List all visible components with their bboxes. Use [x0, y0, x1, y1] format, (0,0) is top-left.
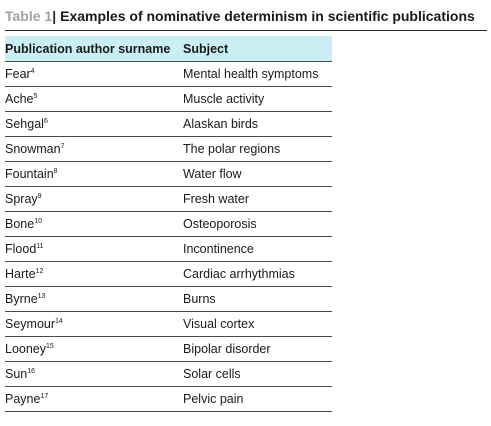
subject-cell: Pelvic pain: [175, 386, 332, 412]
subject-cell: Solar cells: [175, 361, 332, 387]
surname-text: Sun: [5, 367, 28, 381]
subject-cell: Fresh water: [175, 186, 332, 212]
surname-text: Bone: [5, 217, 35, 231]
surname-text: Fear: [5, 67, 31, 81]
nominative-determinism-table: Publication author surname Subject Fear4…: [5, 36, 332, 412]
reference-number: 17: [40, 392, 49, 400]
reference-number: 6: [43, 117, 48, 125]
reference-number: 4: [30, 67, 35, 75]
reference-number: 9: [37, 192, 42, 200]
surname-text: Payne: [5, 392, 41, 406]
table-row: Byrne13 Burns: [5, 286, 332, 312]
author-surname-cell: Byrne13: [5, 286, 175, 312]
surname-text: Sehgal: [5, 117, 44, 131]
author-surname-cell: Fear4: [5, 61, 175, 87]
reference-number: 12: [35, 267, 44, 275]
table-row: Fear4 Mental health symptoms: [5, 61, 332, 87]
subject-cell: Incontinence: [175, 236, 332, 262]
reference-number: 13: [37, 292, 46, 300]
subject-cell: Osteoporosis: [175, 211, 332, 237]
reference-number: 11: [36, 242, 44, 250]
author-surname-cell: Flood11: [5, 236, 175, 262]
surname-text: Harte: [5, 267, 36, 281]
author-surname-cell: Looney15: [5, 336, 175, 362]
surname-text: Flood: [5, 242, 37, 256]
author-surname-cell: Snowman7: [5, 136, 175, 162]
caption-separator: |: [52, 8, 57, 24]
reference-number: 14: [55, 317, 63, 325]
subject-cell: Alaskan birds: [175, 111, 332, 137]
surname-text: Looney: [5, 342, 47, 356]
author-surname-cell: Sun16: [5, 361, 175, 387]
table-row: Flood11 Incontinence: [5, 236, 332, 262]
subject-cell: Bipolar disorder: [175, 336, 332, 362]
table-row: Spray9 Fresh water: [5, 186, 332, 212]
author-surname-cell: Fountain8: [5, 161, 175, 187]
subject-cell: The polar regions: [175, 136, 332, 162]
reference-number: 16: [27, 367, 36, 375]
author-surname-cell: Payne17: [5, 386, 175, 412]
subject-cell: Mental health symptoms: [175, 61, 332, 87]
surname-text: Snowman: [5, 142, 61, 156]
author-surname-cell: Spray9: [5, 186, 175, 212]
subject-cell: Burns: [175, 286, 332, 312]
author-surname-cell: Ache5: [5, 86, 175, 112]
table-row: Snowman7 The polar regions: [5, 136, 332, 162]
surname-text: Spray: [5, 192, 38, 206]
table-row: Sehgal6 Alaskan birds: [5, 111, 332, 137]
author-surname-cell: Harte12: [5, 261, 175, 287]
table-caption: Table 1| Examples of nominative determini…: [5, 7, 487, 31]
surname-text: Seymour: [5, 317, 56, 331]
reference-number: 10: [34, 217, 42, 225]
subject-cell: Water flow: [175, 161, 332, 187]
table-row: Sun16 Solar cells: [5, 361, 332, 387]
table-number-label: Table 1: [5, 8, 53, 24]
table-row: Fountain8 Water flow: [5, 161, 332, 187]
author-surname-cell: Seymour14: [5, 311, 175, 337]
author-surname-cell: Bone10: [5, 211, 175, 237]
table-title: Examples of nominative determinism in sc…: [60, 8, 475, 24]
table-row: Bone10 Osteoporosis: [5, 211, 332, 237]
subject-cell: Visual cortex: [175, 311, 332, 337]
table-header-row: Publication author surname Subject: [5, 36, 332, 62]
table-row: Harte12 Cardiac arrhythmias: [5, 261, 332, 287]
table-body: Fear4 Mental health symptoms Ache5 Muscl…: [5, 61, 332, 412]
subject-cell: Cardiac arrhythmias: [175, 261, 332, 287]
table-row: Ache5 Muscle activity: [5, 86, 332, 112]
reference-number: 15: [46, 342, 54, 350]
reference-number: 5: [33, 92, 38, 100]
reference-number: 7: [60, 142, 65, 150]
header-author-surname: Publication author surname: [5, 36, 175, 62]
subject-cell: Muscle activity: [175, 86, 332, 112]
surname-text: Fountain: [5, 167, 54, 181]
table-row: Payne17 Pelvic pain: [5, 386, 332, 412]
header-subject: Subject: [175, 36, 332, 62]
reference-number: 8: [53, 167, 58, 175]
table-row: Seymour14 Visual cortex: [5, 311, 332, 337]
table-row: Looney15 Bipolar disorder: [5, 336, 332, 362]
surname-text: Byrne: [5, 292, 38, 306]
author-surname-cell: Sehgal6: [5, 111, 175, 137]
surname-text: Ache: [5, 92, 34, 106]
